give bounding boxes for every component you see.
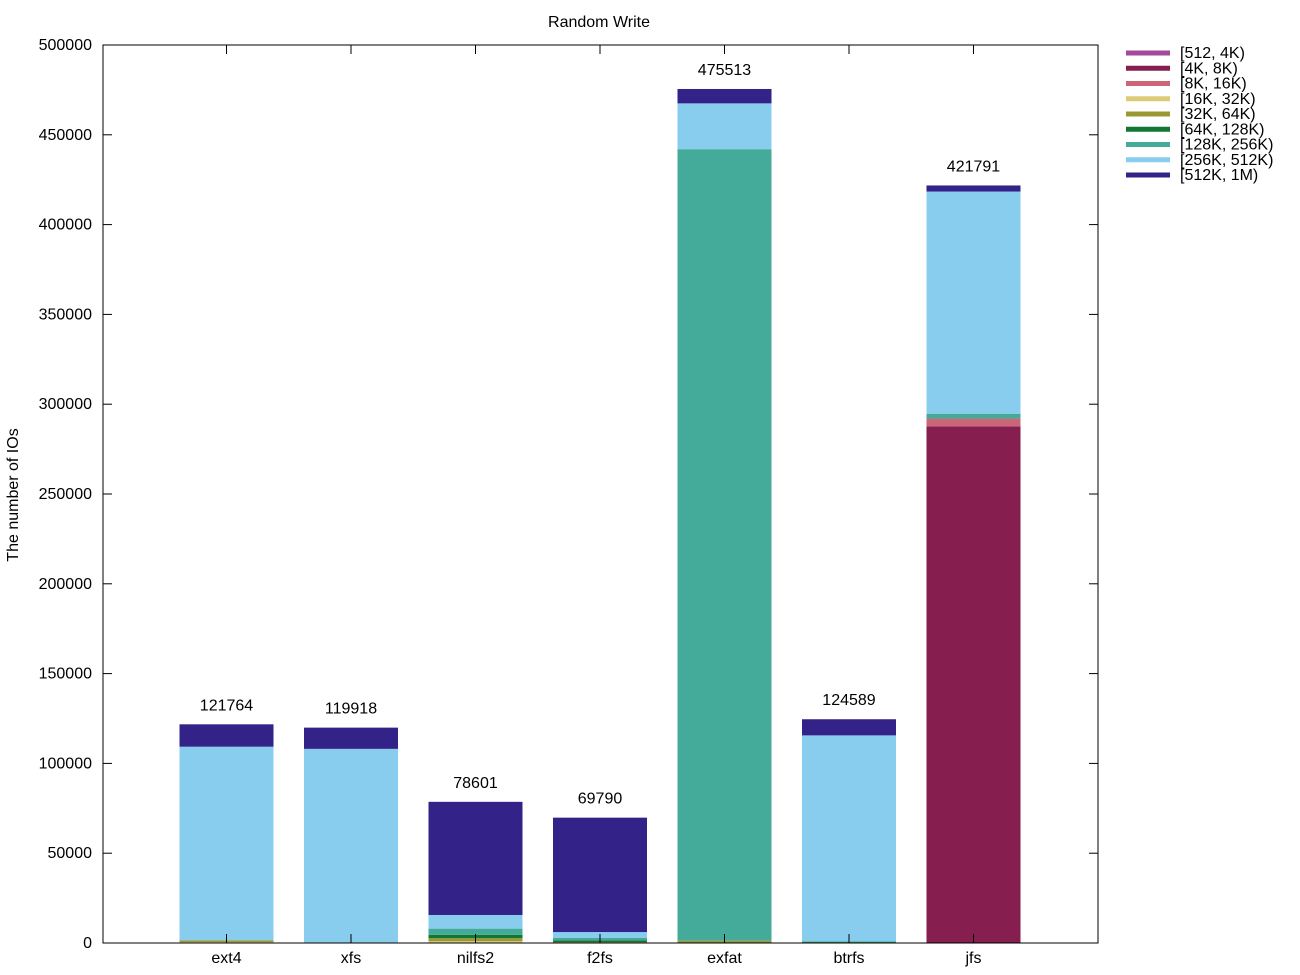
legend-label: [16K, 32K) [1180, 91, 1256, 108]
bar-segment [304, 748, 398, 943]
bar-total-label: 69790 [578, 791, 623, 808]
bar-segment [179, 746, 274, 941]
legend-label: [512, 4K) [1180, 45, 1245, 62]
bar-stack-ext4 [179, 724, 274, 943]
legend: [512, 4K)[4K, 8K)[8K, 16K)[16K, 32K)[32K… [1126, 45, 1273, 184]
bar-stack-nilfs2 [428, 801, 523, 943]
bar-stack-btrfs [802, 719, 896, 943]
x-tick-label: ext4 [211, 950, 241, 967]
bar-total-label: 124589 [822, 692, 875, 709]
bar-total-label: 78601 [453, 775, 498, 792]
bar-segment [926, 413, 1021, 419]
bar-total-label: 121764 [200, 697, 253, 714]
bar-segment [677, 149, 772, 941]
bar-segment [926, 185, 1021, 192]
bar-segment [926, 191, 1021, 414]
x-tick-label: xfs [341, 950, 361, 967]
bar-segment [553, 817, 647, 933]
y-tick-label: 250000 [39, 486, 92, 503]
x-tick-label: exfat [707, 950, 742, 967]
legend-label: [4K, 8K) [1180, 60, 1238, 77]
bar-stack-jfs [926, 185, 1021, 943]
bar-stack-xfs [304, 727, 398, 943]
bar-segment [179, 724, 274, 747]
legend-label: [64K, 128K) [1180, 121, 1265, 138]
y-tick-label: 0 [83, 935, 92, 952]
bar-segment [677, 88, 772, 104]
bars-layer: 121764 119918 78601 69790 475513 124589 421791 [179, 62, 1021, 943]
legend-label: [128K, 256K) [1180, 137, 1273, 154]
y-tick-label: 200000 [39, 576, 92, 593]
y-tick-label: 500000 [39, 37, 92, 54]
y-tick-label: 350000 [39, 306, 92, 323]
bar-segment [802, 719, 896, 736]
x-tick-label: jfs [965, 950, 982, 967]
bar-segment [802, 735, 896, 942]
y-tick-label: 100000 [39, 755, 92, 772]
y-tick-label: 450000 [39, 127, 92, 144]
y-tick-label: 50000 [48, 845, 93, 862]
chart-title: Random Write [548, 14, 650, 31]
bar-total-label: 475513 [698, 62, 751, 79]
legend-label: [256K, 512K) [1180, 152, 1273, 169]
bar-total-label: 421791 [947, 158, 1000, 175]
bar-segment [677, 103, 772, 150]
legend-label: [512K, 1M) [1180, 167, 1258, 184]
axes-layer: 0 50000 100000 150000 200000 250000 300000 3500… [39, 37, 1099, 967]
y-tick-label: 300000 [39, 396, 92, 413]
legend-label: [8K, 16K) [1180, 76, 1247, 93]
x-tick-label: f2fs [587, 950, 613, 967]
y-tick-label: 150000 [39, 666, 92, 683]
bar-stack-f2fs [553, 817, 647, 943]
x-tick-label: btrfs [833, 950, 864, 967]
x-tick-label: nilfs2 [457, 950, 494, 967]
legend-label: [32K, 64K) [1180, 106, 1256, 123]
bar-segment [428, 914, 523, 929]
bar-total-label: 119918 [325, 701, 377, 718]
bar-segment [304, 727, 398, 749]
bar-segment [926, 426, 1021, 943]
bar-segment [428, 928, 523, 935]
bar-segment [428, 801, 523, 915]
y-axis-label: The number of IOs [5, 428, 22, 561]
bar-segment [926, 418, 1021, 427]
bar-stack-exfat [677, 88, 772, 943]
y-tick-label: 400000 [39, 217, 92, 234]
